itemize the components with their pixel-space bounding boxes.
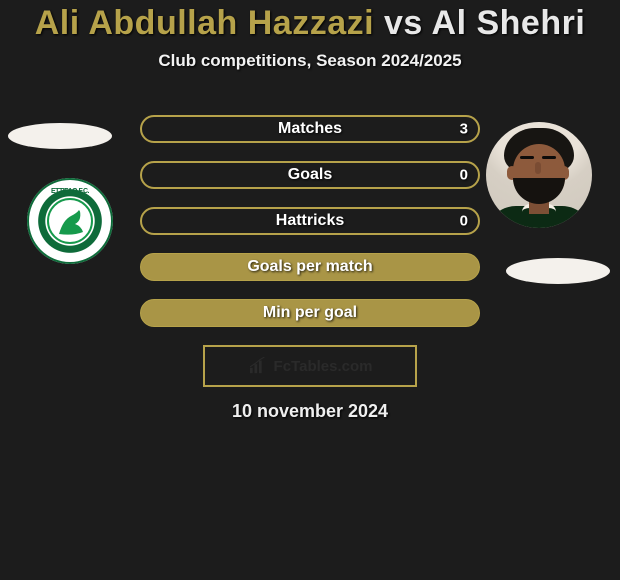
title-player2: Al Shehri bbox=[432, 4, 586, 42]
club-name-text: ETTIFAQ F.C. bbox=[27, 188, 113, 195]
stat-value-right: 3 bbox=[460, 121, 468, 138]
subtitle: Club competitions, Season 2024/2025 bbox=[0, 51, 620, 71]
badge-fc: Fc bbox=[274, 358, 292, 375]
date-text: 10 november 2024 bbox=[0, 401, 620, 422]
stat-label: Goals per match bbox=[247, 258, 372, 276]
placeholder-ellipse-right bbox=[506, 258, 610, 284]
placeholder-ellipse-left bbox=[8, 123, 112, 149]
stat-label: Matches bbox=[278, 120, 342, 138]
club-badge-left: ETTIFAQ F.C. bbox=[22, 178, 118, 264]
stat-value-right: 0 bbox=[460, 213, 468, 230]
title-vs: vs bbox=[384, 4, 423, 42]
stat-label: Goals bbox=[288, 166, 332, 184]
page-title: Ali Abdullah Hazzazi vs Al Shehri bbox=[0, 0, 620, 43]
stat-row: Matches 3 bbox=[140, 115, 480, 143]
title-player1: Ali Abdullah Hazzazi bbox=[35, 4, 374, 42]
stat-row: Hattricks 0 bbox=[140, 207, 480, 235]
stat-label: Hattricks bbox=[276, 212, 344, 230]
stat-row: Goals 0 bbox=[140, 161, 480, 189]
badge-rest: Tables.com bbox=[291, 358, 372, 375]
stat-row: Goals per match bbox=[140, 253, 480, 281]
bar-chart-icon bbox=[248, 357, 270, 375]
player-avatar-right bbox=[486, 122, 592, 228]
badge-text: FcTables.com bbox=[274, 358, 373, 375]
stat-label: Min per goal bbox=[263, 304, 357, 322]
fctables-badge[interactable]: FcTables.com bbox=[203, 345, 417, 387]
stat-row: Min per goal bbox=[140, 299, 480, 327]
stat-value-right: 0 bbox=[460, 167, 468, 184]
